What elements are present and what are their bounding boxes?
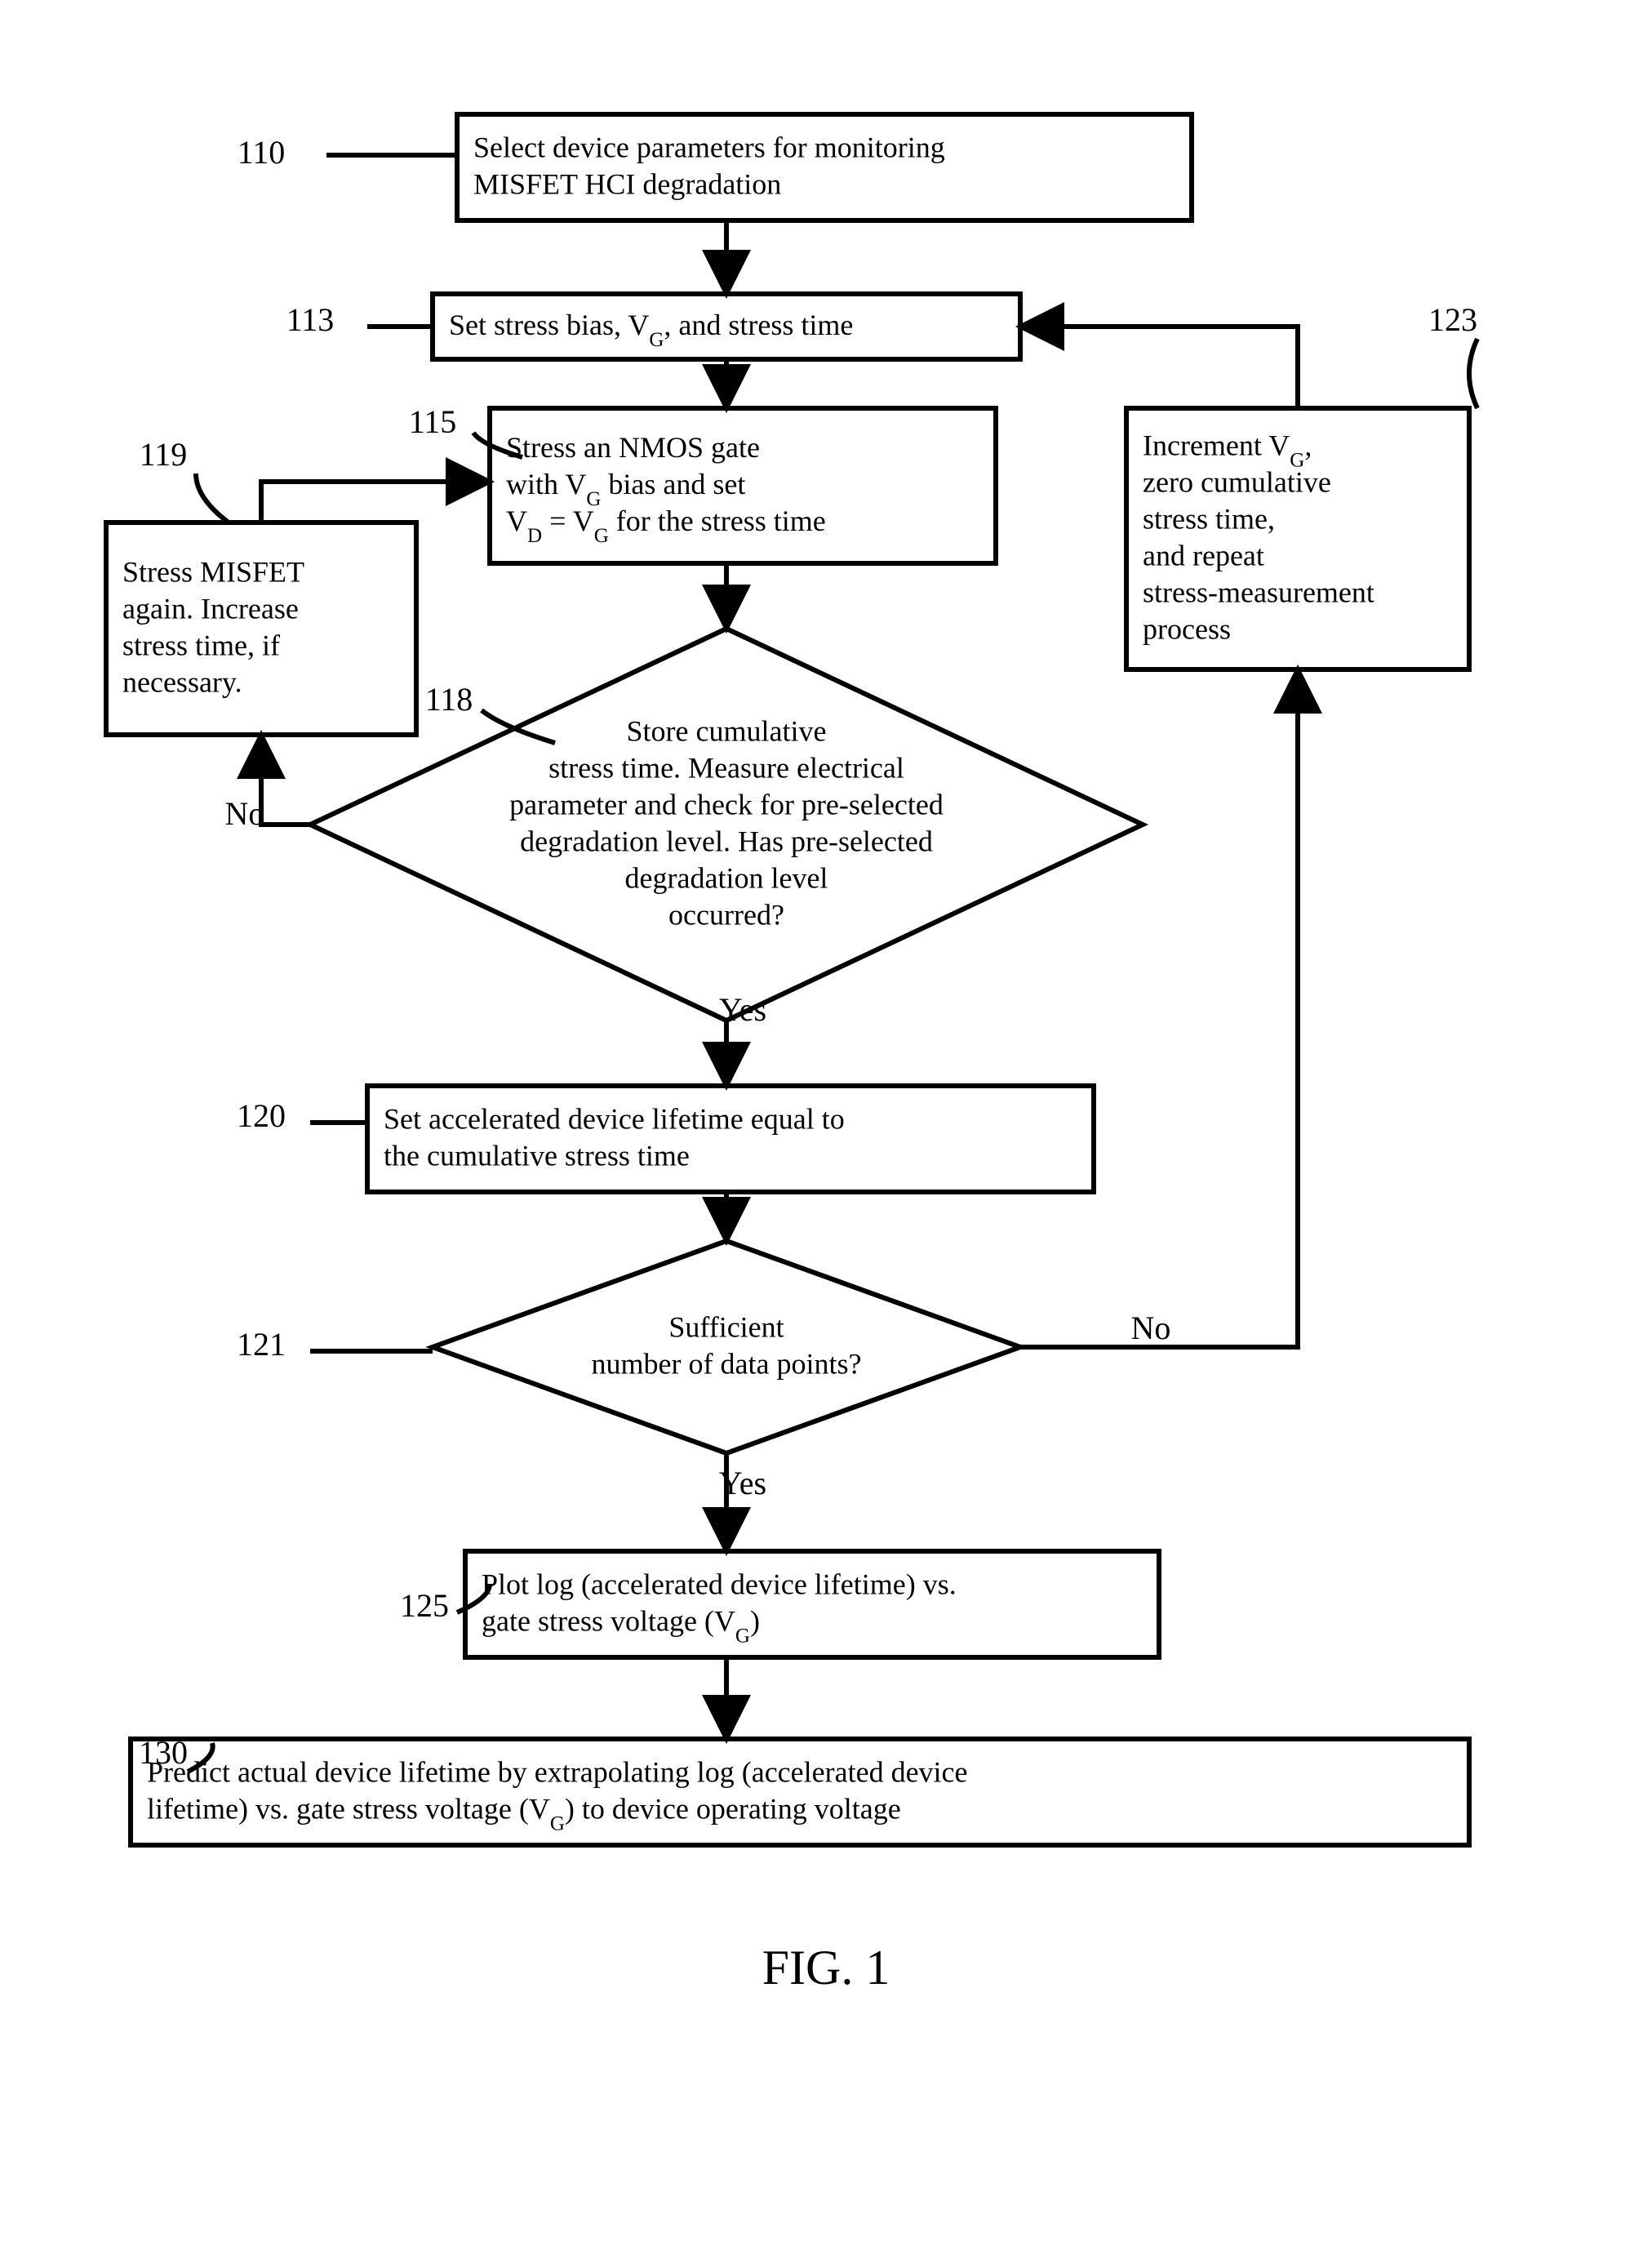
svg-text:Predict actual device lifetime: Predict actual device lifetime by extrap… [147, 1755, 968, 1788]
label-l120: 120 [237, 1097, 286, 1134]
svg-text:occurred?: occurred? [668, 898, 784, 931]
label-l113: 113 [286, 301, 335, 338]
svg-text:Plot log (accelerated device l: Plot log (accelerated device lifetime) v… [482, 1568, 957, 1600]
svg-text:necessary.: necessary. [122, 665, 242, 698]
node-n119: Stress MISFET again. Increase stress time,… [106, 523, 416, 735]
svg-text:stress time, if: stress time, if [122, 629, 280, 661]
svg-text:Stress MISFET: Stress MISFET [122, 555, 304, 588]
edge-e5 [261, 482, 490, 523]
svg-text:Select device parameters for m: Select device parameters for monitoring [473, 131, 945, 163]
svg-text:Stress an NMOS gate: Stress an NMOS gate [506, 431, 760, 464]
label-l119: 119 [140, 436, 188, 473]
label-l110: 110 [238, 134, 286, 171]
svg-text:parameter and check for pre-se: parameter and check for pre-selected [509, 788, 944, 820]
svg-text:Sufficient: Sufficient [668, 1310, 784, 1343]
node-n123: Increment VG,zero cumulativestress time,… [1126, 408, 1469, 669]
node-n120: Set accelerated device lifetime equal to… [367, 1086, 1094, 1192]
label-l115: 115 [409, 403, 457, 440]
flowchart-figure: Select device parameters for monitoring M… [0, 0, 1652, 2268]
node-n115: Stress an NMOS gatewith VG bias and setV… [490, 408, 996, 563]
label-eNo1: No [225, 795, 265, 832]
svg-text:stress time,: stress time, [1143, 502, 1275, 535]
figure-caption: FIG. 1 [762, 1941, 890, 1995]
svg-text:degradation level: degradation level [625, 861, 828, 894]
edge-lead123 [1469, 339, 1477, 408]
label-l125: 125 [400, 1587, 449, 1624]
svg-text:Store cumulative: Store cumulative [627, 714, 827, 747]
svg-text:and repeat: and repeat [1143, 539, 1264, 571]
edge-e9 [1020, 327, 1298, 408]
svg-text:the cumulative stress time: the cumulative stress time [384, 1139, 690, 1172]
svg-text:MISFET HCI degradation: MISFET HCI degradation [473, 167, 781, 200]
svg-text:zero cumulative: zero cumulative [1143, 465, 1331, 498]
label-eNo2: No [1131, 1310, 1171, 1346]
edge-e8 [1020, 669, 1298, 1347]
label-l130: 130 [139, 1734, 188, 1771]
edge-lead119 [196, 474, 229, 523]
node-n121: Sufficient number of data points? [433, 1241, 1020, 1453]
svg-text:number of data points?: number of data points? [592, 1347, 862, 1380]
node-n130: Predict actual device lifetime by extrap… [131, 1739, 1469, 1845]
svg-text:process: process [1143, 612, 1231, 645]
svg-text:stress time. Measure electrica: stress time. Measure electrical [548, 751, 904, 784]
node-n110: Select device parameters for monitoring M… [457, 114, 1192, 220]
label-eYes1: Yes [719, 991, 766, 1028]
label-l118: 118 [425, 681, 473, 718]
svg-text:degradation level. Has pre-sel: degradation level. Has pre-selected [520, 825, 933, 857]
edge-e4 [261, 735, 310, 825]
svg-text:stress-measurement: stress-measurement [1143, 576, 1374, 608]
label-eYes2: Yes [719, 1465, 766, 1501]
label-l123: 123 [1428, 301, 1477, 338]
node-n125: Plot log (accelerated device lifetime) v… [465, 1551, 1159, 1657]
node-n113: Set stress bias, VG, and stress time [433, 294, 1020, 359]
svg-text:again. Increase: again. Increase [122, 592, 299, 625]
label-l121: 121 [237, 1326, 286, 1363]
svg-text:Set accelerated device lifetim: Set accelerated device lifetime equal to [384, 1102, 845, 1135]
